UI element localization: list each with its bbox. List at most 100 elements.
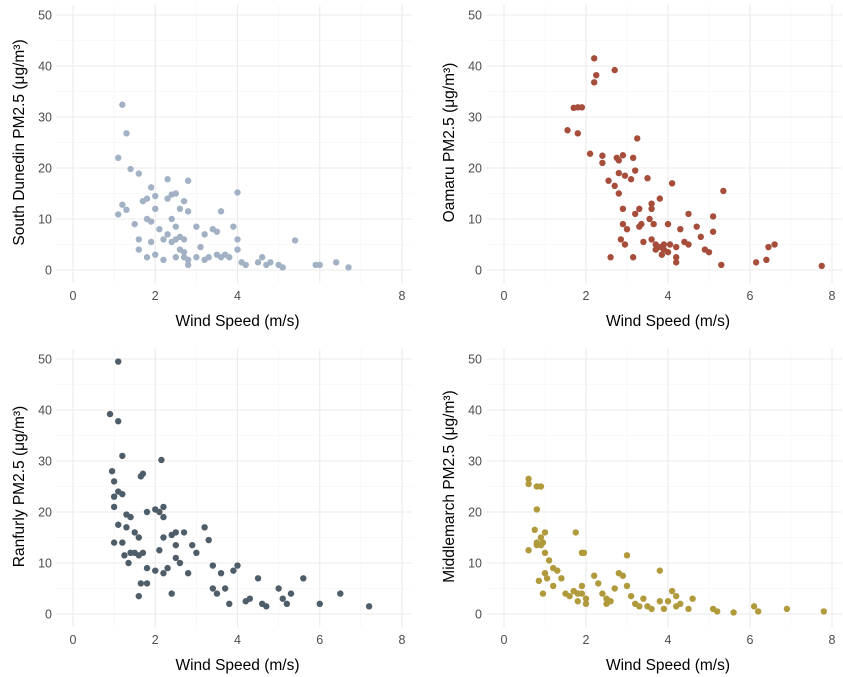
data-point (648, 205, 655, 212)
data-point (582, 595, 590, 602)
data-point (205, 536, 212, 544)
data-point (184, 208, 192, 215)
data-point (650, 220, 657, 228)
data-point (619, 205, 627, 212)
data-point (164, 564, 171, 572)
data-point (539, 539, 547, 546)
data-point (147, 218, 155, 225)
data-point (535, 577, 543, 585)
data-point (632, 210, 639, 218)
data-point (525, 475, 532, 483)
x-tick-label: 6 (747, 289, 754, 303)
data-point (119, 101, 126, 108)
data-point (279, 264, 286, 271)
data-point (110, 539, 118, 546)
data-point (234, 189, 241, 196)
data-point (720, 187, 727, 195)
data-point (607, 254, 614, 261)
x-axis-title: Wind Speed (m/s) (606, 657, 730, 674)
data-point (644, 175, 651, 182)
data-point (201, 231, 208, 238)
data-point (619, 220, 627, 228)
data-point (160, 570, 167, 577)
data-point (582, 600, 590, 607)
data-point (115, 358, 122, 365)
data-point (783, 605, 791, 613)
data-point (123, 524, 130, 531)
data-point (611, 66, 618, 74)
data-point (537, 534, 545, 541)
data-point (580, 549, 588, 556)
data-point (771, 241, 778, 248)
data-point (119, 539, 126, 546)
data-point (209, 585, 217, 592)
data-point (621, 241, 629, 248)
data-point (541, 549, 549, 556)
data-point (135, 246, 142, 253)
x-axis-title: Wind Speed (m/s) (175, 313, 299, 330)
data-point (730, 609, 737, 616)
data-point (636, 205, 643, 212)
data-point (685, 210, 692, 218)
data-point (818, 262, 825, 270)
data-point (135, 592, 142, 600)
y-axis-title: South Dunedin PM2.5 (μg/m³) (11, 39, 28, 245)
panel-oamaru: 0 10 20 30 40 50 0 2 4 6 8 Wind Speed (m/s) Oamaru P… (441, 5, 842, 330)
y-tick-label: 0 (475, 264, 482, 278)
data-point (184, 177, 192, 184)
data-points (525, 475, 827, 616)
panel-south-dunedin: 0 10 20 30 40 50 0 2 4 8 Wind Speed (m/s) South Dun… (11, 5, 412, 330)
y-tick-label: 10 (468, 213, 482, 227)
data-point (533, 506, 540, 513)
data-points (564, 55, 825, 270)
data-point (143, 564, 151, 572)
data-point (176, 559, 184, 567)
data-point (197, 243, 204, 251)
x-tick-label: 2 (583, 633, 590, 647)
y-tick-label: 40 (38, 60, 52, 74)
data-point (254, 259, 262, 266)
data-point (765, 243, 772, 251)
data-point (656, 195, 663, 202)
data-point (820, 608, 827, 615)
data-point (184, 256, 192, 263)
x-tick-label: 0 (70, 289, 77, 303)
data-point (648, 236, 655, 243)
data-point (172, 236, 180, 243)
data-point (119, 201, 126, 208)
data-point (230, 223, 237, 230)
data-point (127, 165, 134, 173)
data-point (168, 191, 175, 198)
data-point (258, 254, 266, 261)
data-point (156, 547, 163, 554)
data-point (119, 490, 126, 498)
y-tick-label: 0 (45, 264, 52, 278)
data-point (143, 508, 151, 516)
data-point (648, 605, 655, 613)
data-point (658, 251, 666, 258)
data-point (595, 580, 602, 587)
x-axis-title: Wind Speed (m/s) (175, 657, 299, 674)
data-point (135, 170, 142, 177)
data-point (656, 567, 663, 574)
x-tick-label: 4 (234, 633, 241, 647)
data-point (193, 223, 200, 230)
data-point (554, 567, 561, 574)
data-point (143, 580, 151, 587)
data-point (591, 572, 598, 579)
data-point (574, 130, 581, 137)
data-points (106, 358, 373, 610)
data-point (316, 261, 323, 269)
data-point (709, 213, 717, 220)
data-point (135, 236, 142, 243)
y-tick-label: 20 (468, 162, 482, 176)
data-point (139, 197, 147, 205)
x-tick-label: 8 (829, 289, 836, 303)
data-point (125, 559, 132, 567)
data-point (660, 241, 668, 248)
x-axis-title: Wind Speed (m/s) (606, 313, 730, 330)
x-tick-label: 6 (316, 633, 323, 647)
data-point (365, 603, 373, 610)
data-point (106, 410, 114, 418)
